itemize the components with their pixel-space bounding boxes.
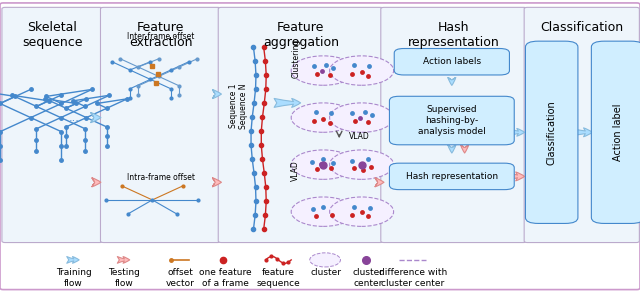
FancyBboxPatch shape: [591, 41, 640, 223]
Text: Sequence 1: Sequence 1: [229, 83, 238, 128]
FancyBboxPatch shape: [394, 49, 509, 75]
Text: Sequence N: Sequence N: [239, 83, 248, 128]
FancyBboxPatch shape: [389, 96, 514, 145]
Text: Feature
aggregation: Feature aggregation: [263, 21, 339, 49]
Text: Feature
extraction: Feature extraction: [129, 21, 193, 49]
Text: Classification: Classification: [547, 100, 557, 165]
Circle shape: [330, 150, 394, 179]
Text: Skeletal
sequence: Skeletal sequence: [22, 21, 83, 49]
Text: Intra-frame offset: Intra-frame offset: [127, 173, 195, 182]
Text: Action label: Action label: [612, 103, 623, 161]
Text: Classification: Classification: [540, 21, 623, 34]
FancyBboxPatch shape: [218, 7, 383, 243]
Text: cluster: cluster: [311, 268, 342, 277]
Text: Supervised
hashing-by-
analysis model: Supervised hashing-by- analysis model: [418, 105, 486, 136]
FancyBboxPatch shape: [525, 41, 578, 223]
Text: VLAD: VLAD: [349, 132, 369, 141]
Circle shape: [291, 197, 355, 226]
Circle shape: [330, 197, 394, 226]
FancyBboxPatch shape: [100, 7, 221, 243]
Circle shape: [310, 253, 340, 267]
Text: offset
vector: offset vector: [166, 268, 195, 288]
Text: Training
flow: Training flow: [56, 268, 92, 288]
Text: Hash representation: Hash representation: [406, 172, 498, 181]
Circle shape: [330, 56, 394, 85]
Text: cluster
center: cluster center: [353, 268, 383, 288]
Text: ...: ...: [69, 113, 79, 123]
Circle shape: [330, 103, 394, 132]
Text: Action labels: Action labels: [423, 57, 481, 66]
FancyBboxPatch shape: [381, 7, 527, 243]
Text: one feature
of a frame: one feature of a frame: [199, 268, 252, 288]
Text: feature
sequence: feature sequence: [257, 268, 300, 288]
Text: difference with
cluster center: difference with cluster center: [379, 268, 447, 288]
Text: Hash
representation: Hash representation: [408, 21, 500, 49]
FancyBboxPatch shape: [389, 163, 514, 190]
Text: Inter-frame offset: Inter-frame offset: [127, 32, 195, 41]
Circle shape: [291, 103, 355, 132]
FancyBboxPatch shape: [524, 7, 639, 243]
Text: VLAD: VLAD: [291, 160, 300, 181]
Circle shape: [291, 150, 355, 179]
FancyBboxPatch shape: [0, 3, 640, 290]
Circle shape: [291, 56, 355, 85]
Text: Testing
flow: Testing flow: [108, 268, 140, 288]
FancyBboxPatch shape: [2, 7, 103, 243]
Text: Clustering: Clustering: [291, 39, 300, 78]
